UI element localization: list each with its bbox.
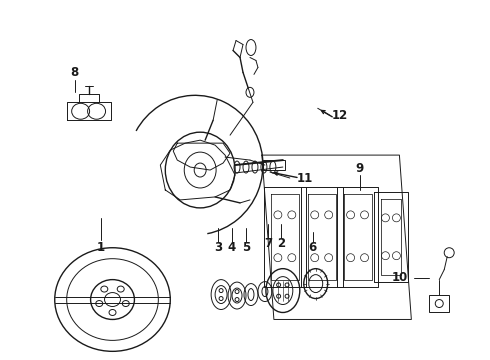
Text: 3: 3 — [214, 241, 222, 254]
Text: 8: 8 — [71, 66, 79, 79]
Text: 5: 5 — [242, 241, 250, 254]
Text: 4: 4 — [228, 241, 236, 254]
Text: 10: 10 — [392, 271, 408, 284]
Text: 2: 2 — [277, 237, 285, 250]
Text: 12: 12 — [332, 109, 348, 122]
Text: 6: 6 — [309, 241, 317, 254]
Text: 7: 7 — [264, 237, 272, 250]
Text: 1: 1 — [97, 241, 105, 254]
Text: 11: 11 — [296, 171, 313, 185]
Text: 9: 9 — [355, 162, 364, 175]
